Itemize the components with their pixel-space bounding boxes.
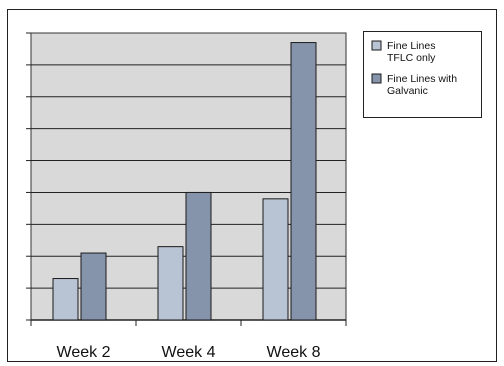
bar-tflc-only-week-8 (262, 198, 289, 321)
legend: Fine Lines TFLC only Fine Lines with Galvan… (363, 31, 482, 118)
x-tick-label: Week 8 (267, 344, 321, 361)
bar-tflc-only-week-4 (157, 246, 184, 321)
bar-with-galvanic-week-4 (185, 191, 212, 321)
bar-tflc-only-week-2 (52, 278, 79, 321)
legend-box (363, 31, 482, 118)
legend-label-line: Fine Lines with (387, 73, 457, 85)
legend-swatch (371, 40, 382, 51)
plot-area: Week 2 Week 4 Week 8 (26, 32, 347, 361)
bar-with-galvanic-week-2 (80, 252, 107, 321)
legend-label-line: Galvanic (387, 85, 428, 97)
x-tick-label: Week 4 (162, 344, 216, 361)
legend-label-line: TFLC only (387, 52, 436, 64)
legend-swatch (371, 73, 382, 84)
legend-label: Fine Lines with Galvanic (387, 73, 457, 97)
bar-with-galvanic-week-8 (290, 42, 317, 321)
legend-label-line: Fine Lines (387, 40, 435, 52)
x-tick-label: Week 2 (57, 344, 111, 361)
legend-label: Fine Lines TFLC only (387, 40, 436, 64)
